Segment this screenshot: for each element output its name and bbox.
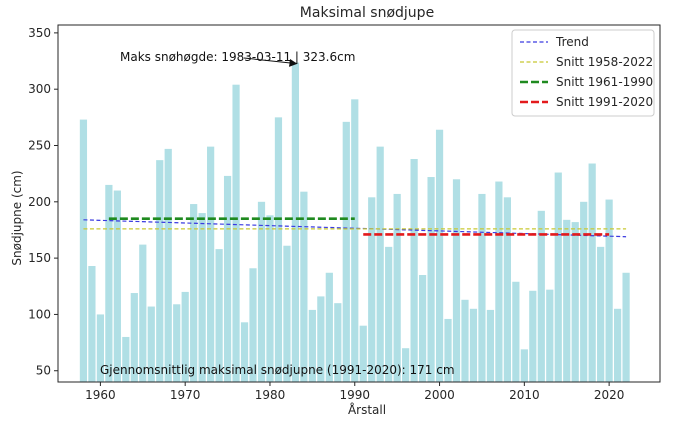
y-axis-label: Snødjupne (cm) xyxy=(10,170,24,265)
bar-2021 xyxy=(614,308,622,382)
y-tick-label-50: 50 xyxy=(36,364,51,378)
bar-1974 xyxy=(215,249,223,382)
bar-2019 xyxy=(597,246,605,382)
bar-1964 xyxy=(130,293,138,382)
bar-1989 xyxy=(342,121,350,382)
x-tick-label-2000: 2000 xyxy=(424,388,455,402)
bar-1970 xyxy=(181,291,189,382)
bar-2000 xyxy=(435,129,444,382)
x-tick-label-2010: 2010 xyxy=(509,388,540,402)
bar-1986 xyxy=(317,296,325,382)
bar-2020 xyxy=(605,199,613,382)
bar-1996 xyxy=(402,348,410,382)
bar-2003 xyxy=(461,299,469,382)
bar-1987 xyxy=(325,272,333,382)
bar-1988 xyxy=(334,303,342,382)
bar-1992 xyxy=(368,197,376,382)
bar-1968 xyxy=(164,148,172,382)
bar-1979 xyxy=(257,201,266,382)
max-annotation: Maks snøhøgde: 1983-03-11 | 323.6cm xyxy=(120,50,355,64)
bar-2009 xyxy=(512,281,520,382)
legend-label-snitt-1961-1990: Snitt 1961-1990 xyxy=(556,75,653,89)
bar-1959 xyxy=(88,266,96,382)
bar-2016 xyxy=(571,222,579,382)
plot-frame xyxy=(57,24,661,383)
bar-1980 xyxy=(266,215,274,382)
y-axis: 50 100 150 200 250 300 350 xyxy=(28,26,58,378)
bar-2004 xyxy=(469,308,478,382)
bar-2002 xyxy=(452,179,461,382)
bar-2008 xyxy=(503,197,511,382)
bar-1983 xyxy=(291,62,300,383)
x-tick-label-1970: 1970 xyxy=(170,388,201,402)
bar-1960 xyxy=(96,314,104,382)
x-tick-label-2020: 2020 xyxy=(594,388,625,402)
bar-1981 xyxy=(274,117,283,382)
bar-1997 xyxy=(410,159,418,382)
average-annotation: Gjennomsnittlig maksimal snødjupne (1991… xyxy=(100,363,455,377)
bar-1994 xyxy=(385,246,393,382)
bar-1990 xyxy=(351,99,359,382)
legend: Trend Snitt 1958-2022 Snitt 1961-1990 Snitt… xyxy=(511,29,655,117)
legend-label-snitt-1958-2022: Snitt 1958-2022 xyxy=(556,55,653,69)
bar-1966 xyxy=(147,306,155,382)
bar-1998 xyxy=(418,275,427,382)
y-tick-label-200: 200 xyxy=(28,195,51,209)
bar-1999 xyxy=(427,177,435,382)
y-tick-label-250: 250 xyxy=(28,139,51,153)
annotations-group: Maks snøhøgde: 1983-03-11 | 323.6cm Gjen… xyxy=(100,50,455,377)
bar-1977 xyxy=(240,322,249,382)
x-axis-label: Årstall xyxy=(348,402,386,417)
bar-1982 xyxy=(283,245,291,382)
x-tick-label-1960: 1960 xyxy=(85,388,116,402)
bar-2011 xyxy=(529,290,537,382)
bar-1973 xyxy=(207,146,215,382)
y-tick-label-100: 100 xyxy=(28,307,51,321)
y-tick-label-350: 350 xyxy=(28,26,51,40)
bar-2013 xyxy=(546,289,554,382)
bar-2017 xyxy=(580,201,588,382)
bar-1976 xyxy=(232,84,240,382)
bar-1984 xyxy=(300,191,308,382)
bar-1985 xyxy=(308,309,316,382)
bar-2022 xyxy=(622,272,630,382)
bar-2015 xyxy=(563,219,571,382)
bar-1993 xyxy=(376,146,384,382)
bar-1967 xyxy=(156,160,164,382)
bar-2001 xyxy=(444,318,452,382)
bar-2018 xyxy=(588,163,596,382)
bar-1972 xyxy=(198,213,206,382)
bar-1971 xyxy=(190,204,198,382)
x-axis: 1960 1970 1980 1990 2000 2010 2020 xyxy=(85,382,624,402)
bar-1991 xyxy=(359,325,367,382)
max-annotation-arrow xyxy=(243,57,298,67)
bar-1978 xyxy=(249,268,257,382)
bar-2010 xyxy=(520,349,528,382)
legend-label-trend: Trend xyxy=(555,35,589,49)
bars-group xyxy=(79,62,630,383)
legend-label-snitt-1991-2020: Snitt 1991-2020 xyxy=(556,95,653,109)
bar-1961 xyxy=(105,184,113,382)
chart-title: Maksimal snødjupe xyxy=(300,5,434,21)
bar-1963 xyxy=(122,336,130,382)
bar-1995 xyxy=(393,193,401,382)
legend-box xyxy=(511,29,655,117)
bar-1969 xyxy=(173,304,181,382)
reference-lines-group xyxy=(83,217,627,238)
y-tick-label-300: 300 xyxy=(28,82,51,96)
bar-2006 xyxy=(486,309,495,382)
bar-2012 xyxy=(537,210,545,382)
bar-2007 xyxy=(495,181,503,382)
bar-1958 xyxy=(79,119,88,382)
x-tick-label-1980: 1980 xyxy=(255,388,286,402)
bar-1975 xyxy=(223,175,232,382)
x-tick-label-1990: 1990 xyxy=(339,388,370,402)
bar-2005 xyxy=(478,193,486,382)
bar-1965 xyxy=(139,244,147,382)
y-tick-label-150: 150 xyxy=(28,251,51,265)
bar-1962 xyxy=(113,190,121,382)
bar-2014 xyxy=(554,172,562,382)
